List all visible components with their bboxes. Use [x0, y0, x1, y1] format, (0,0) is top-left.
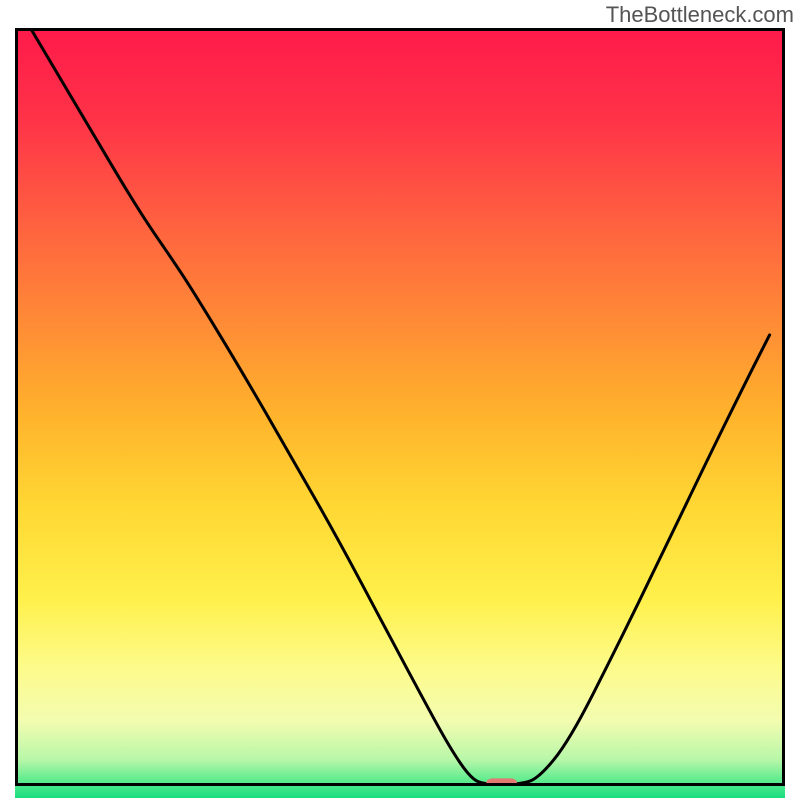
- chart-container: TheBottleneck.com: [0, 0, 800, 800]
- plot-border: [17, 30, 784, 785]
- curve-layer: [15, 28, 785, 786]
- bottleneck-curve: [30, 28, 769, 784]
- watermark-text: TheBottleneck.com: [606, 2, 794, 28]
- plot-area: [15, 28, 785, 786]
